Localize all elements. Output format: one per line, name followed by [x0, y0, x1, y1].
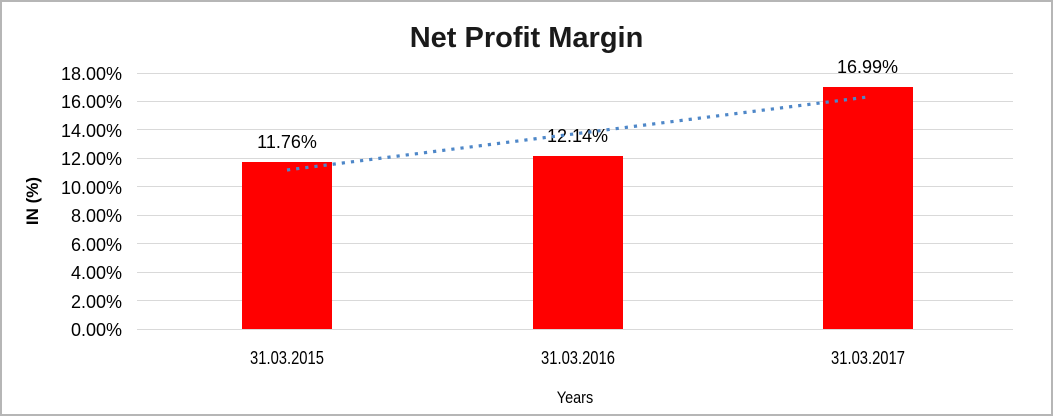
- x-tick-label: 31.03.2016: [540, 348, 615, 368]
- y-tick-label: 8.00%: [70, 206, 122, 227]
- y-tick-label: 0.00%: [70, 320, 122, 340]
- bar-value-label: 11.76%: [257, 131, 317, 152]
- chart-title: Net Profit Margin: [409, 22, 644, 54]
- y-tick-label: 2.00%: [70, 291, 122, 312]
- x-tick-label: 31.03.2015: [250, 348, 324, 368]
- x-axis-title: Years: [556, 388, 594, 407]
- bar-value-label: 12.14%: [546, 126, 609, 147]
- y-tick-label: 16.00%: [60, 92, 122, 113]
- y-tick-label: 18.00%: [60, 64, 122, 84]
- y-tick-label: 10.00%: [60, 177, 122, 198]
- y-tick-label: 14.00%: [60, 120, 122, 141]
- x-tick-label: 31.03.2017: [830, 348, 905, 368]
- y-tick-label: 12.00%: [60, 149, 122, 170]
- gridline: [137, 328, 1013, 330]
- bar: [822, 87, 913, 329]
- bar: [532, 156, 623, 329]
- gridline: [137, 72, 1013, 74]
- y-tick-label: 6.00%: [70, 234, 122, 255]
- bar-value-label: 16.99%: [836, 57, 899, 78]
- bar: [242, 161, 332, 329]
- y-tick-label: 4.00%: [70, 263, 122, 284]
